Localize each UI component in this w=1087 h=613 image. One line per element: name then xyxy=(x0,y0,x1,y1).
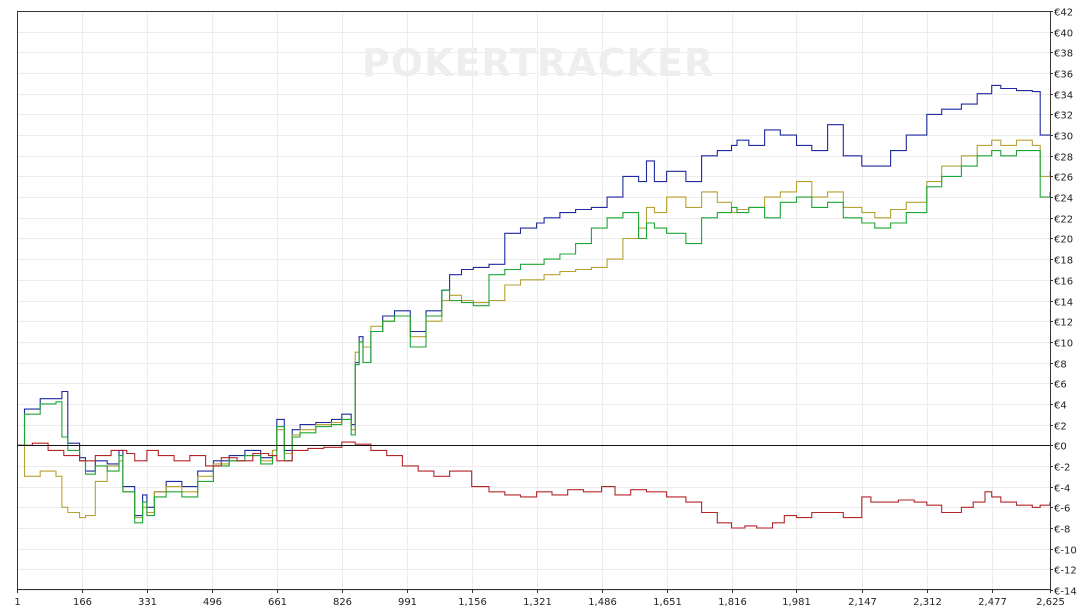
series-line-4 xyxy=(17,441,1051,529)
series-line-1 xyxy=(17,84,1050,517)
y-tick-label: €-6 xyxy=(1054,504,1070,515)
x-axis: 1 166 331 496 661 826 991 1,156 1,321 1,486 1,651 1… xyxy=(14,590,1065,608)
y-tick-label: €42 xyxy=(1054,8,1073,19)
x-tick-label: 1,816 xyxy=(718,597,747,608)
y-tick-label: €12 xyxy=(1054,318,1073,329)
x-tick-label: 496 xyxy=(203,597,222,608)
y-tick-label: €20 xyxy=(1054,235,1073,246)
grid-layer xyxy=(17,11,1051,591)
y-tick-label: €-12 xyxy=(1054,566,1077,577)
plot-border xyxy=(17,11,1051,590)
x-tick-label: 991 xyxy=(398,597,417,608)
x-tick-label: 331 xyxy=(138,597,157,608)
y-tick-label: €8 xyxy=(1054,360,1067,371)
y-tick-label: €4 xyxy=(1054,401,1067,412)
x-tick-label: 1 xyxy=(14,597,20,608)
y-tick-label: €32 xyxy=(1054,111,1073,122)
x-tick-label: 1,981 xyxy=(782,597,811,608)
y-tick-label: €-2 xyxy=(1054,463,1070,474)
y-tick-label: €34 xyxy=(1054,91,1073,102)
y-tick-label: €28 xyxy=(1054,153,1073,164)
series-layer xyxy=(17,84,1051,529)
y-tick-label: €36 xyxy=(1054,70,1073,81)
x-tick-label: 1,651 xyxy=(653,597,682,608)
x-tick-label: 826 xyxy=(333,597,352,608)
x-tick-label: 2,477 xyxy=(978,597,1007,608)
y-tick-label: €-4 xyxy=(1054,484,1070,495)
y-tick-label: €10 xyxy=(1054,339,1073,350)
plot-background xyxy=(17,11,1051,590)
y-tick-label: €22 xyxy=(1054,215,1073,226)
y-tick-label: €16 xyxy=(1054,277,1073,288)
y-tick-label: €6 xyxy=(1054,380,1067,391)
y-tick-label: €-10 xyxy=(1054,546,1077,557)
x-tick-label: 166 xyxy=(73,597,92,608)
x-tick-label: 2,312 xyxy=(913,597,942,608)
watermark: POKERTRACKER xyxy=(362,41,714,85)
y-tick-label: €0 xyxy=(1054,442,1067,453)
y-tick-label: €2 xyxy=(1054,422,1067,433)
x-tick-label: 2,147 xyxy=(848,597,877,608)
x-tick-label: 1,486 xyxy=(588,597,617,608)
y-tick-label: €26 xyxy=(1054,173,1073,184)
series-line-3 xyxy=(17,150,1051,524)
y-tick-label: €40 xyxy=(1054,29,1073,40)
y-axis: €42 €40 €38 €36 €34 €32 €30 €28 €26 €24 €22 €20 €18 €… xyxy=(1050,8,1077,598)
y-tick-label: €30 xyxy=(1054,132,1073,143)
y-tick-label: €14 xyxy=(1054,298,1073,309)
y-tick-label: €-8 xyxy=(1054,525,1070,536)
x-tick-label: 2,625 xyxy=(1036,597,1065,608)
y-tick-label: €24 xyxy=(1054,194,1073,205)
x-tick-label: 1,156 xyxy=(458,597,487,608)
y-tick-label: €18 xyxy=(1054,256,1073,267)
x-tick-label: 1,321 xyxy=(523,597,552,608)
x-tick-label: 661 xyxy=(268,597,287,608)
y-tick-label: €38 xyxy=(1054,49,1073,60)
y-tick-label: €-14 xyxy=(1054,587,1077,598)
